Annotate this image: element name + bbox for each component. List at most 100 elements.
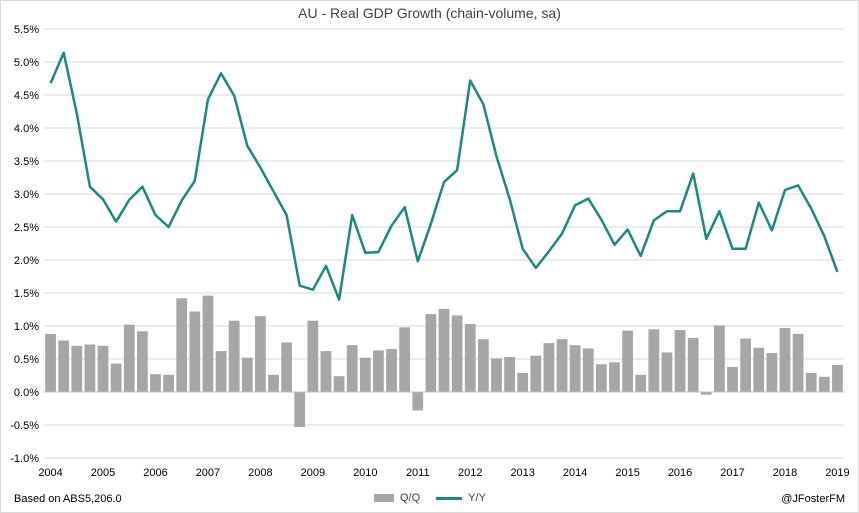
qq-bar bbox=[150, 374, 161, 392]
qq-bar bbox=[307, 320, 319, 392]
qq-bar bbox=[648, 329, 660, 392]
qq-bar bbox=[491, 358, 502, 392]
y-tick-label: 3.5% bbox=[14, 156, 39, 168]
x-tick-label: 2007 bbox=[196, 467, 220, 479]
qq-bar bbox=[609, 362, 620, 392]
qq-bar bbox=[425, 314, 437, 392]
qq-bar bbox=[189, 311, 201, 392]
legend: Q/Q Y/Y bbox=[374, 492, 502, 504]
x-tick-label: 2008 bbox=[248, 467, 272, 479]
qq-bar bbox=[674, 329, 686, 392]
qq-bar bbox=[438, 308, 450, 392]
qq-bar bbox=[727, 366, 738, 392]
x-tick-label: 2009 bbox=[301, 467, 325, 479]
yy-line-group bbox=[49, 51, 839, 301]
qq-bar bbox=[779, 327, 791, 392]
qq-bar bbox=[714, 325, 725, 392]
qq-bar bbox=[517, 372, 529, 392]
x-tick-label: 2016 bbox=[668, 467, 692, 479]
y-tick-labels: -1.0% -0.5% 0.0% 0.5% 1.0% 1.5% 2.0% 2.5% 3.0% 3.… bbox=[10, 24, 39, 465]
y-tick-label: 0.5% bbox=[14, 354, 39, 366]
x-tick-label: 2017 bbox=[720, 467, 744, 479]
x-tick-label: 2011 bbox=[406, 467, 430, 479]
y-tick-label: 5.5% bbox=[14, 24, 39, 36]
qq-bar bbox=[163, 374, 174, 392]
legend-item-qq: Q/Q bbox=[374, 492, 420, 504]
qq-bar bbox=[346, 345, 358, 392]
qq-bar bbox=[596, 364, 607, 392]
y-tick-label: 2.5% bbox=[14, 222, 39, 234]
y-tick-label: 0.0% bbox=[14, 387, 39, 399]
x-tick-labels: 2004 2005 2006 2007 2008 2009 2010 2011 2012 2013… bbox=[38, 467, 849, 479]
qq-bar bbox=[700, 392, 712, 395]
qq-bar bbox=[687, 337, 699, 392]
qq-bar bbox=[451, 315, 463, 392]
qq-bar bbox=[333, 376, 345, 392]
qq-bar bbox=[556, 339, 568, 392]
y-tick-label: 1.5% bbox=[14, 288, 39, 300]
y-tick-label: 1.0% bbox=[14, 321, 39, 333]
legend-swatch-yy bbox=[436, 496, 463, 500]
qq-bar bbox=[110, 363, 122, 392]
y-tick-label: 5.0% bbox=[14, 57, 39, 69]
x-tick-label: 2014 bbox=[563, 467, 587, 479]
qq-bar bbox=[202, 295, 214, 392]
yy-line bbox=[49, 51, 839, 301]
qq-bar bbox=[832, 364, 843, 392]
qq-bar bbox=[753, 347, 765, 392]
qq-bar bbox=[294, 392, 306, 427]
qq-bar bbox=[97, 345, 109, 392]
qq-bar bbox=[386, 349, 397, 392]
x-tick-label: 2013 bbox=[510, 467, 534, 479]
qq-bar bbox=[582, 348, 594, 392]
x-tick-label: 2015 bbox=[615, 467, 639, 479]
qq-bar bbox=[255, 316, 266, 392]
qq-bar bbox=[58, 340, 70, 392]
qq-bar bbox=[543, 343, 555, 392]
qq-bar bbox=[359, 357, 371, 392]
x-tick-label: 2010 bbox=[353, 467, 377, 479]
legend-item-yy: Y/Y bbox=[436, 492, 486, 504]
qq-bars bbox=[45, 295, 843, 427]
x-tick-label: 2005 bbox=[91, 467, 115, 479]
author-credit: @JFosterFM bbox=[781, 493, 845, 505]
gridlines bbox=[44, 28, 844, 459]
qq-bar bbox=[45, 333, 56, 392]
qq-bar bbox=[805, 372, 817, 392]
x-tick-label: 2004 bbox=[38, 467, 62, 479]
x-tick-label: 2006 bbox=[143, 467, 167, 479]
y-tick-label: 2.0% bbox=[14, 255, 39, 267]
qq-bar bbox=[84, 344, 96, 392]
qq-bar bbox=[569, 345, 581, 392]
qq-bar bbox=[530, 355, 542, 392]
y-tick-label: 4.5% bbox=[14, 90, 39, 102]
qq-bar bbox=[661, 352, 673, 392]
qq-bar bbox=[241, 357, 253, 392]
qq-bar bbox=[464, 324, 476, 392]
qq-bar bbox=[766, 353, 778, 392]
y-tick-label: 3.0% bbox=[14, 189, 39, 201]
qq-bar bbox=[215, 351, 227, 392]
qq-bar bbox=[228, 320, 240, 392]
qq-bar bbox=[123, 324, 135, 392]
qq-bar bbox=[176, 298, 188, 392]
qq-bar bbox=[136, 331, 148, 392]
y-tick-label: -0.5% bbox=[10, 420, 39, 432]
qq-bar bbox=[792, 333, 804, 392]
qq-bar bbox=[622, 330, 633, 392]
source-note: Based on ABS5,206.0 bbox=[14, 493, 122, 505]
legend-label-qq: Q/Q bbox=[400, 492, 421, 504]
legend-swatch-qq bbox=[374, 494, 394, 502]
qq-bar bbox=[477, 339, 489, 392]
qq-bar bbox=[373, 350, 384, 392]
qq-bar bbox=[71, 345, 83, 392]
qq-bar bbox=[635, 374, 647, 392]
qq-bar bbox=[281, 342, 292, 392]
legend-label-yy: Y/Y bbox=[468, 492, 486, 504]
qq-bar bbox=[504, 357, 515, 392]
x-tick-label: 2012 bbox=[458, 467, 482, 479]
y-tick-label: -1.0% bbox=[10, 453, 39, 465]
qq-bar bbox=[412, 392, 424, 411]
